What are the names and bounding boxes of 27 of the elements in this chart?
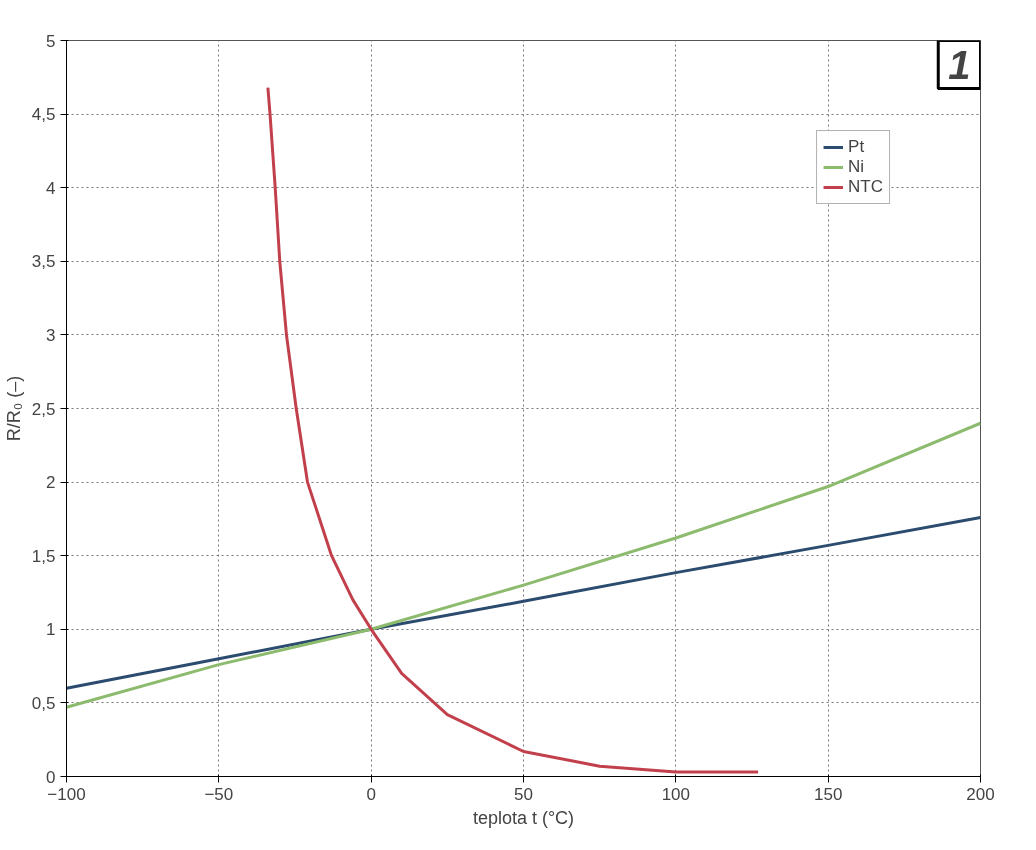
y-tick-label: 1,5: [31, 546, 56, 566]
y-tick-label: 4,5: [31, 105, 56, 125]
y-tick-label: 3,5: [31, 252, 56, 272]
y-tick-label: 5: [46, 31, 56, 51]
line-series: [66, 515, 981, 690]
legend-label: Pt: [848, 137, 866, 157]
x-tick-label: 0: [366, 784, 376, 804]
x-tick-label: 200: [966, 784, 995, 804]
annotation: 1: [948, 42, 971, 87]
y-axis-title: R/R₀ (–): [3, 375, 24, 442]
y-tick-label: 0: [46, 767, 56, 787]
x-tick-label: −50: [204, 784, 234, 804]
x-tick-label: 100: [661, 784, 691, 804]
legend-label: NTC: [848, 177, 883, 197]
y-tick-label: 2,5: [31, 399, 56, 419]
line-series: [266, 86, 760, 774]
y-tick-label: 1: [46, 620, 56, 640]
x-axis-title: teplota t (°C): [472, 807, 575, 828]
y-tick-label: 4: [46, 178, 56, 198]
x-tick-label: −100: [47, 784, 86, 804]
line-series: [66, 421, 981, 709]
x-tick-label: 150: [813, 784, 843, 804]
y-tick-label: 2: [46, 473, 56, 493]
y-tick-label: 3: [46, 325, 56, 345]
legend-label: Ni: [848, 157, 866, 177]
y-tick-label: 0,5: [31, 693, 56, 713]
x-tick-label: 50: [514, 784, 533, 804]
